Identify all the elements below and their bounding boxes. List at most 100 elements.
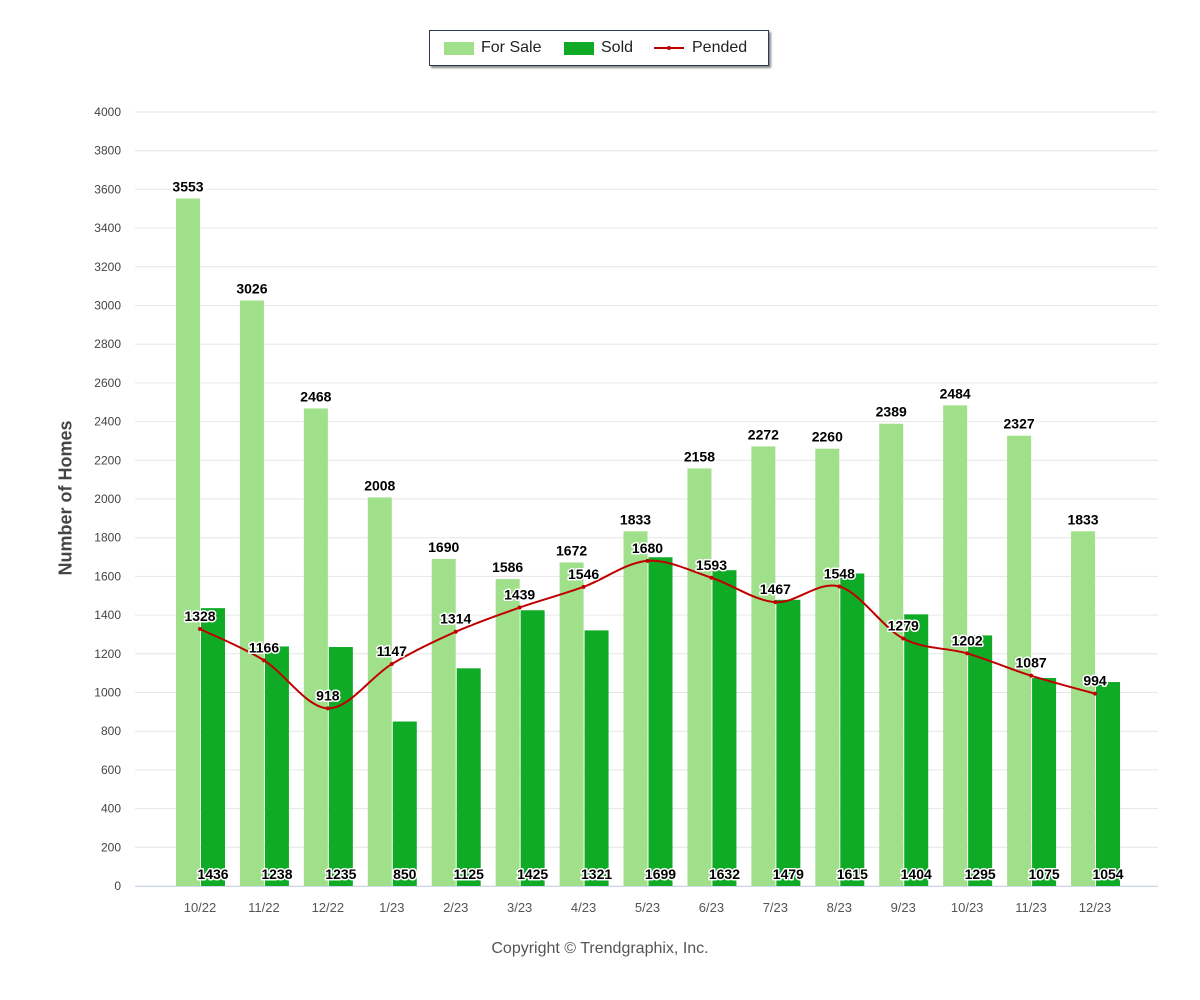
sold-data-label: 1425	[517, 866, 548, 882]
pended-point	[389, 662, 394, 667]
sold-bar	[712, 570, 737, 886]
x-tick-label: 5/23	[635, 900, 660, 915]
x-tick-label: 2/23	[443, 900, 468, 915]
sold-data-label: 850	[393, 866, 417, 882]
for-sale-data-label: 1833	[620, 511, 651, 527]
y-tick-label: 1800	[94, 531, 121, 545]
pended-data-label: 1548	[824, 565, 855, 581]
for-sale-bar	[623, 531, 648, 886]
sold-bar	[1032, 677, 1057, 886]
y-tick-label: 1600	[94, 569, 121, 583]
x-tick-label: 10/22	[184, 900, 217, 915]
for-sale-bar	[751, 446, 776, 886]
x-tick-label: 7/23	[763, 900, 788, 915]
pended-point	[1093, 691, 1098, 696]
y-tick-label: 3600	[94, 182, 121, 196]
pended-point	[709, 575, 714, 580]
for-sale-bar	[176, 198, 200, 886]
pended-point	[1029, 673, 1034, 678]
y-tick-label: 3400	[94, 221, 121, 235]
pended-point	[837, 584, 842, 589]
y-tick-label: 3800	[94, 144, 121, 158]
pended-data-label: 1314	[440, 611, 471, 627]
pended-data-label: 1087	[1016, 655, 1047, 671]
sold-bar	[648, 557, 673, 886]
x-tick-label: 12/22	[312, 900, 345, 915]
legend-item-pended[interactable]: Pended	[654, 31, 747, 65]
y-tick-label: 2800	[94, 337, 121, 351]
sold-bar	[776, 599, 801, 886]
legend-item-for-sale[interactable]: For Sale	[444, 31, 541, 65]
y-tick-label: 1000	[94, 686, 121, 700]
sold-bar	[392, 721, 417, 886]
data-labels: 3553 1436 3026 1238 2468 1235 2008 850 1690 1125 1…	[171, 177, 1125, 884]
x-tick-label: 11/22	[248, 900, 280, 915]
legend-label-for-sale: For Sale	[481, 39, 542, 56]
y-tick-label: 200	[101, 840, 121, 854]
sold-data-label: 1479	[773, 866, 804, 882]
legend: For Sale Sold Pended	[429, 30, 769, 66]
pended-point	[645, 558, 650, 563]
for-sale-data-label: 2008	[364, 477, 395, 493]
pended-point	[965, 651, 970, 656]
for-sale-data-label: 2484	[940, 385, 971, 401]
for-sale-data-label: 1690	[428, 539, 459, 555]
y-tick-label: 3200	[94, 260, 121, 274]
sold-bar	[904, 614, 929, 886]
pended-point	[581, 584, 586, 589]
y-tick-label: 4000	[94, 105, 121, 119]
y-tick-label: 1400	[94, 608, 121, 622]
x-tick-label: 1/23	[379, 900, 404, 915]
for-sale-data-label: 1586	[492, 559, 523, 575]
sold-data-label: 1404	[901, 866, 932, 882]
x-tick-label: 4/23	[571, 900, 596, 915]
sold-data-label: 1235	[325, 866, 356, 882]
sold-data-label: 1436	[197, 866, 228, 882]
x-axis-ticks: 10/22 11/22 12/22 1/23 2/23 3/23 4/23 5/23 6/23 7…	[184, 900, 1112, 915]
pended-data-label: 918	[316, 687, 340, 703]
for-sale-bar	[1007, 435, 1032, 886]
pended-line-layer	[198, 558, 1098, 711]
legend-label-pended: Pended	[692, 39, 748, 56]
x-tick-label: 6/23	[699, 900, 724, 915]
pended-swatch	[654, 46, 684, 50]
y-tick-label: 2000	[94, 492, 121, 506]
sold-bar	[328, 647, 353, 886]
for-sale-bar	[687, 468, 712, 886]
for-sale-data-label: 2260	[812, 429, 843, 445]
y-tick-label: 2600	[94, 376, 121, 390]
for-sale-data-label: 3026	[236, 280, 267, 296]
for-sale-swatch	[444, 41, 474, 55]
x-tick-label: 9/23	[891, 900, 916, 915]
y-tick-label: 2200	[94, 453, 121, 467]
legend-item-sold[interactable]: Sold	[564, 31, 633, 65]
x-tick-label: 10/23	[951, 900, 984, 915]
y-tick-label: 0	[114, 879, 121, 893]
for-sale-data-label: 1833	[1067, 511, 1098, 527]
sold-data-label: 1054	[1092, 866, 1123, 882]
pended-data-label: 1279	[888, 618, 919, 634]
pended-point	[773, 600, 778, 605]
x-tick-label: 11/23	[1015, 900, 1047, 915]
pended-data-label: 1202	[952, 632, 983, 648]
pended-data-label: 1328	[184, 608, 215, 624]
sold-bar	[1096, 682, 1121, 886]
y-axis-title: Number of Homes	[55, 420, 76, 576]
pended-point	[517, 605, 522, 610]
for-sale-bar	[495, 579, 520, 886]
sold-data-label: 1295	[965, 866, 996, 882]
pended-point	[325, 706, 330, 711]
y-tick-label: 1200	[94, 647, 121, 661]
sold-data-label: 1075	[1029, 866, 1060, 882]
pended-point	[261, 658, 266, 663]
sold-data-label: 1615	[837, 866, 868, 882]
pended-data-label: 1593	[696, 557, 727, 573]
for-sale-data-label: 2468	[300, 388, 331, 404]
sold-data-label: 1699	[645, 866, 676, 882]
pended-data-label: 1546	[568, 566, 599, 582]
legend-label-sold: Sold	[601, 39, 634, 56]
for-sale-data-label: 2272	[748, 426, 779, 442]
for-sale-bar	[559, 562, 584, 886]
copyright-text: Copyright © Trendgraphix, Inc.	[491, 940, 709, 957]
pended-data-label: 994	[1083, 673, 1107, 689]
